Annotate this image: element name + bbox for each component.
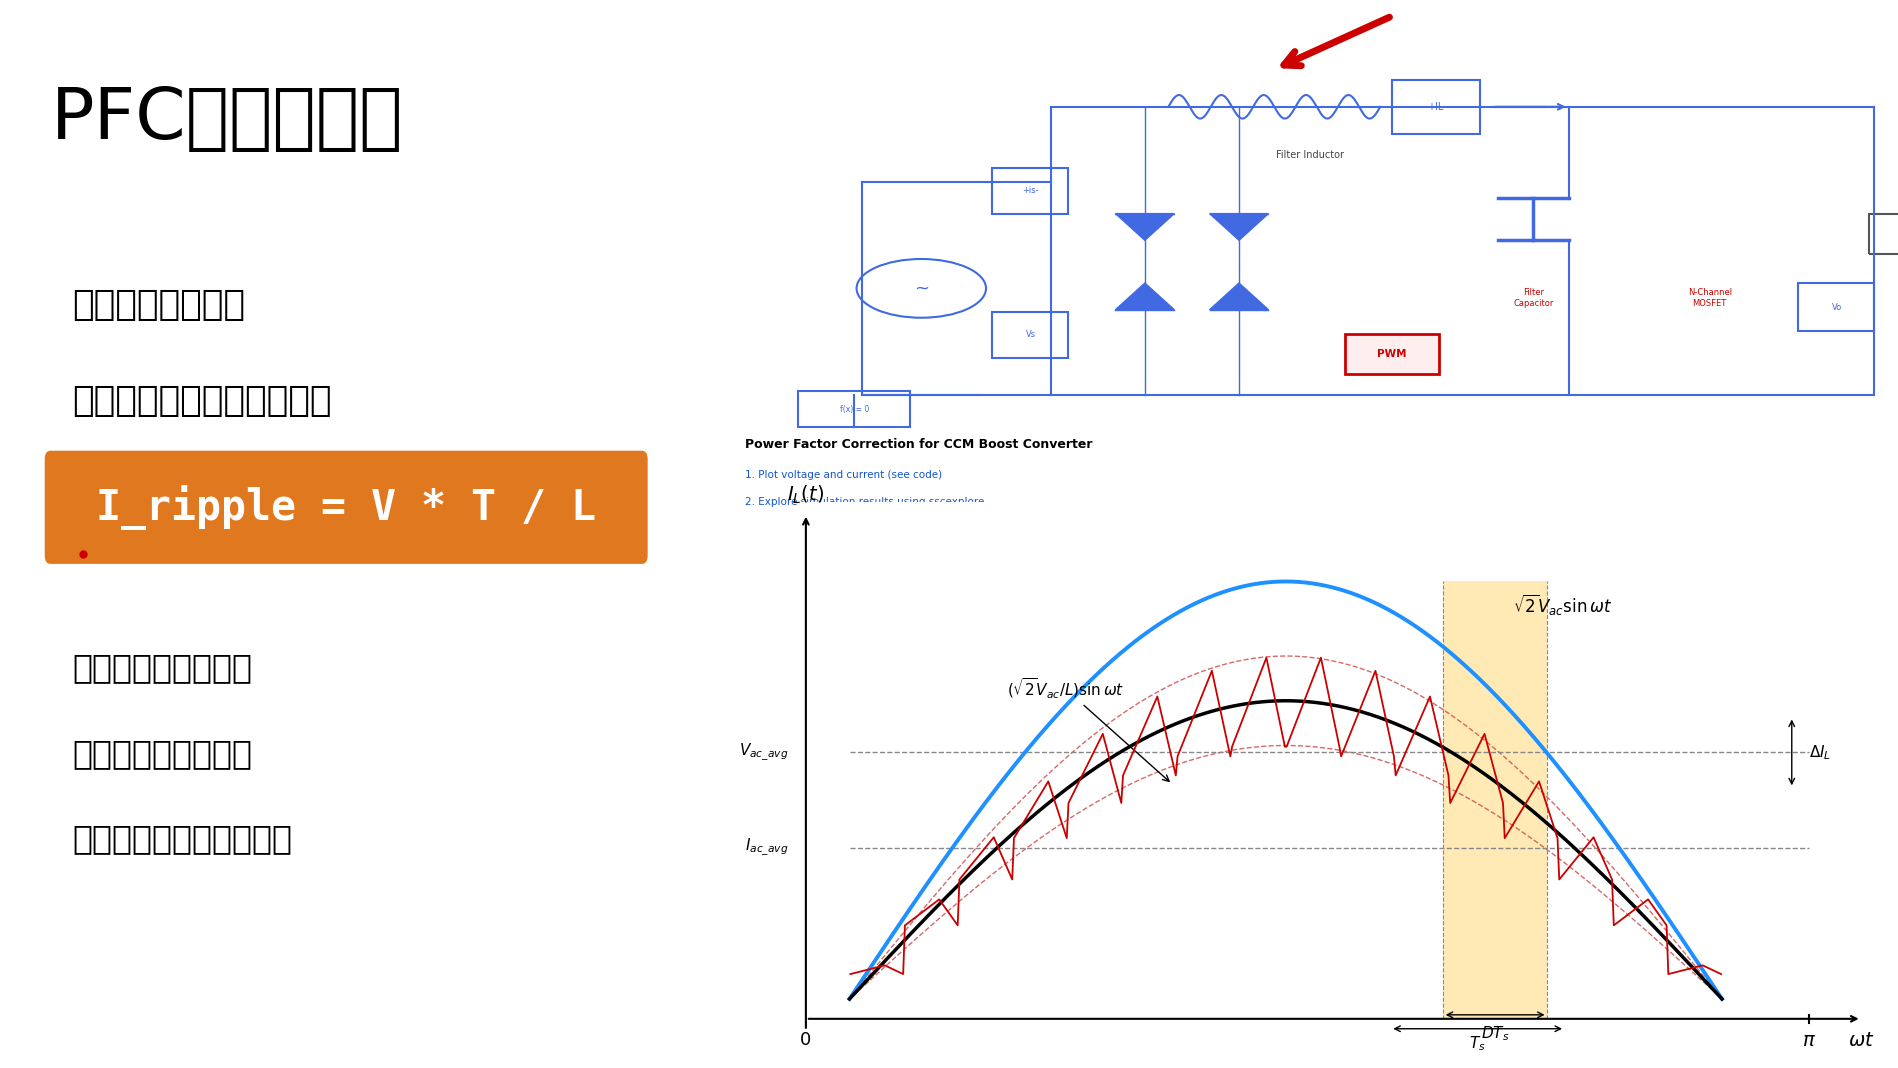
Bar <box>1442 581 1547 1019</box>
Text: N-Channel
MOSFET: N-Channel MOSFET <box>1687 288 1731 308</box>
Text: +is-: +is- <box>1023 186 1038 195</box>
Bar <box>1346 333 1439 374</box>
Bar <box>993 312 1069 358</box>
Bar <box>993 168 1069 214</box>
Text: $(\sqrt{2}V_{ac}/L)\sin\omega t$: $(\sqrt{2}V_{ac}/L)\sin\omega t$ <box>1006 676 1169 782</box>
Text: $\sqrt{2}V_{ac}\sin\omega t$: $\sqrt{2}V_{ac}\sin\omega t$ <box>1513 593 1611 617</box>
Text: 1. Plot voltage and current (see code): 1. Plot voltage and current (see code) <box>744 470 941 480</box>
Text: 黑色为预期电流波形: 黑色为预期电流波形 <box>72 737 252 770</box>
Bar <box>1797 283 1875 331</box>
Text: 蓝色为输入电压波形: 蓝色为输入电压波形 <box>72 651 252 685</box>
Text: $\pi$: $\pi$ <box>1803 1031 1816 1050</box>
Polygon shape <box>1209 214 1268 240</box>
Text: Filter Inductor: Filter Inductor <box>1275 150 1344 159</box>
Text: PFC电感的计算: PFC电感的计算 <box>51 85 402 155</box>
FancyBboxPatch shape <box>46 451 647 564</box>
Text: $DT_s$: $DT_s$ <box>1480 1025 1509 1043</box>
Text: $I_{ac\_avg}$: $I_{ac\_avg}$ <box>746 837 788 859</box>
Text: 开关控制电感电流: 开关控制电感电流 <box>72 288 245 323</box>
Text: +IL-: +IL- <box>1427 101 1446 112</box>
Text: f(x) = 0: f(x) = 0 <box>839 405 869 413</box>
Text: $\omega t$: $\omega t$ <box>1849 1031 1875 1050</box>
Text: PWM: PWM <box>1378 348 1406 359</box>
Text: 0: 0 <box>801 1031 812 1049</box>
Bar <box>1868 214 1898 253</box>
Text: I_ripple = V * T / L: I_ripple = V * T / L <box>97 485 596 530</box>
Text: $V_{ac\_avg}$: $V_{ac\_avg}$ <box>738 742 788 763</box>
Bar <box>1391 80 1480 134</box>
Text: 红色为实际开关电流波形: 红色为实际开关电流波形 <box>72 822 292 855</box>
Text: Filter
Capacitor: Filter Capacitor <box>1513 288 1553 308</box>
Text: $\Delta I_L$: $\Delta I_L$ <box>1809 743 1832 761</box>
Text: 2. Explore simulation results using sscexplore: 2. Explore simulation results using ssce… <box>744 497 985 506</box>
Text: $I_L(t)$: $I_L(t)$ <box>788 484 824 506</box>
Text: ~: ~ <box>913 280 928 297</box>
Polygon shape <box>1116 283 1175 310</box>
Polygon shape <box>1116 214 1175 240</box>
Text: $T_s$: $T_s$ <box>1469 1035 1486 1053</box>
Text: 凭成一个接近正弦波的电流: 凭成一个接近正弦波的电流 <box>72 384 332 419</box>
Text: Vs: Vs <box>1025 330 1036 340</box>
Text: Vo: Vo <box>1832 302 1841 312</box>
Bar <box>797 391 909 427</box>
Text: Power Factor Correction for CCM Boost Converter: Power Factor Correction for CCM Boost Co… <box>744 438 1091 451</box>
Polygon shape <box>1209 283 1268 310</box>
